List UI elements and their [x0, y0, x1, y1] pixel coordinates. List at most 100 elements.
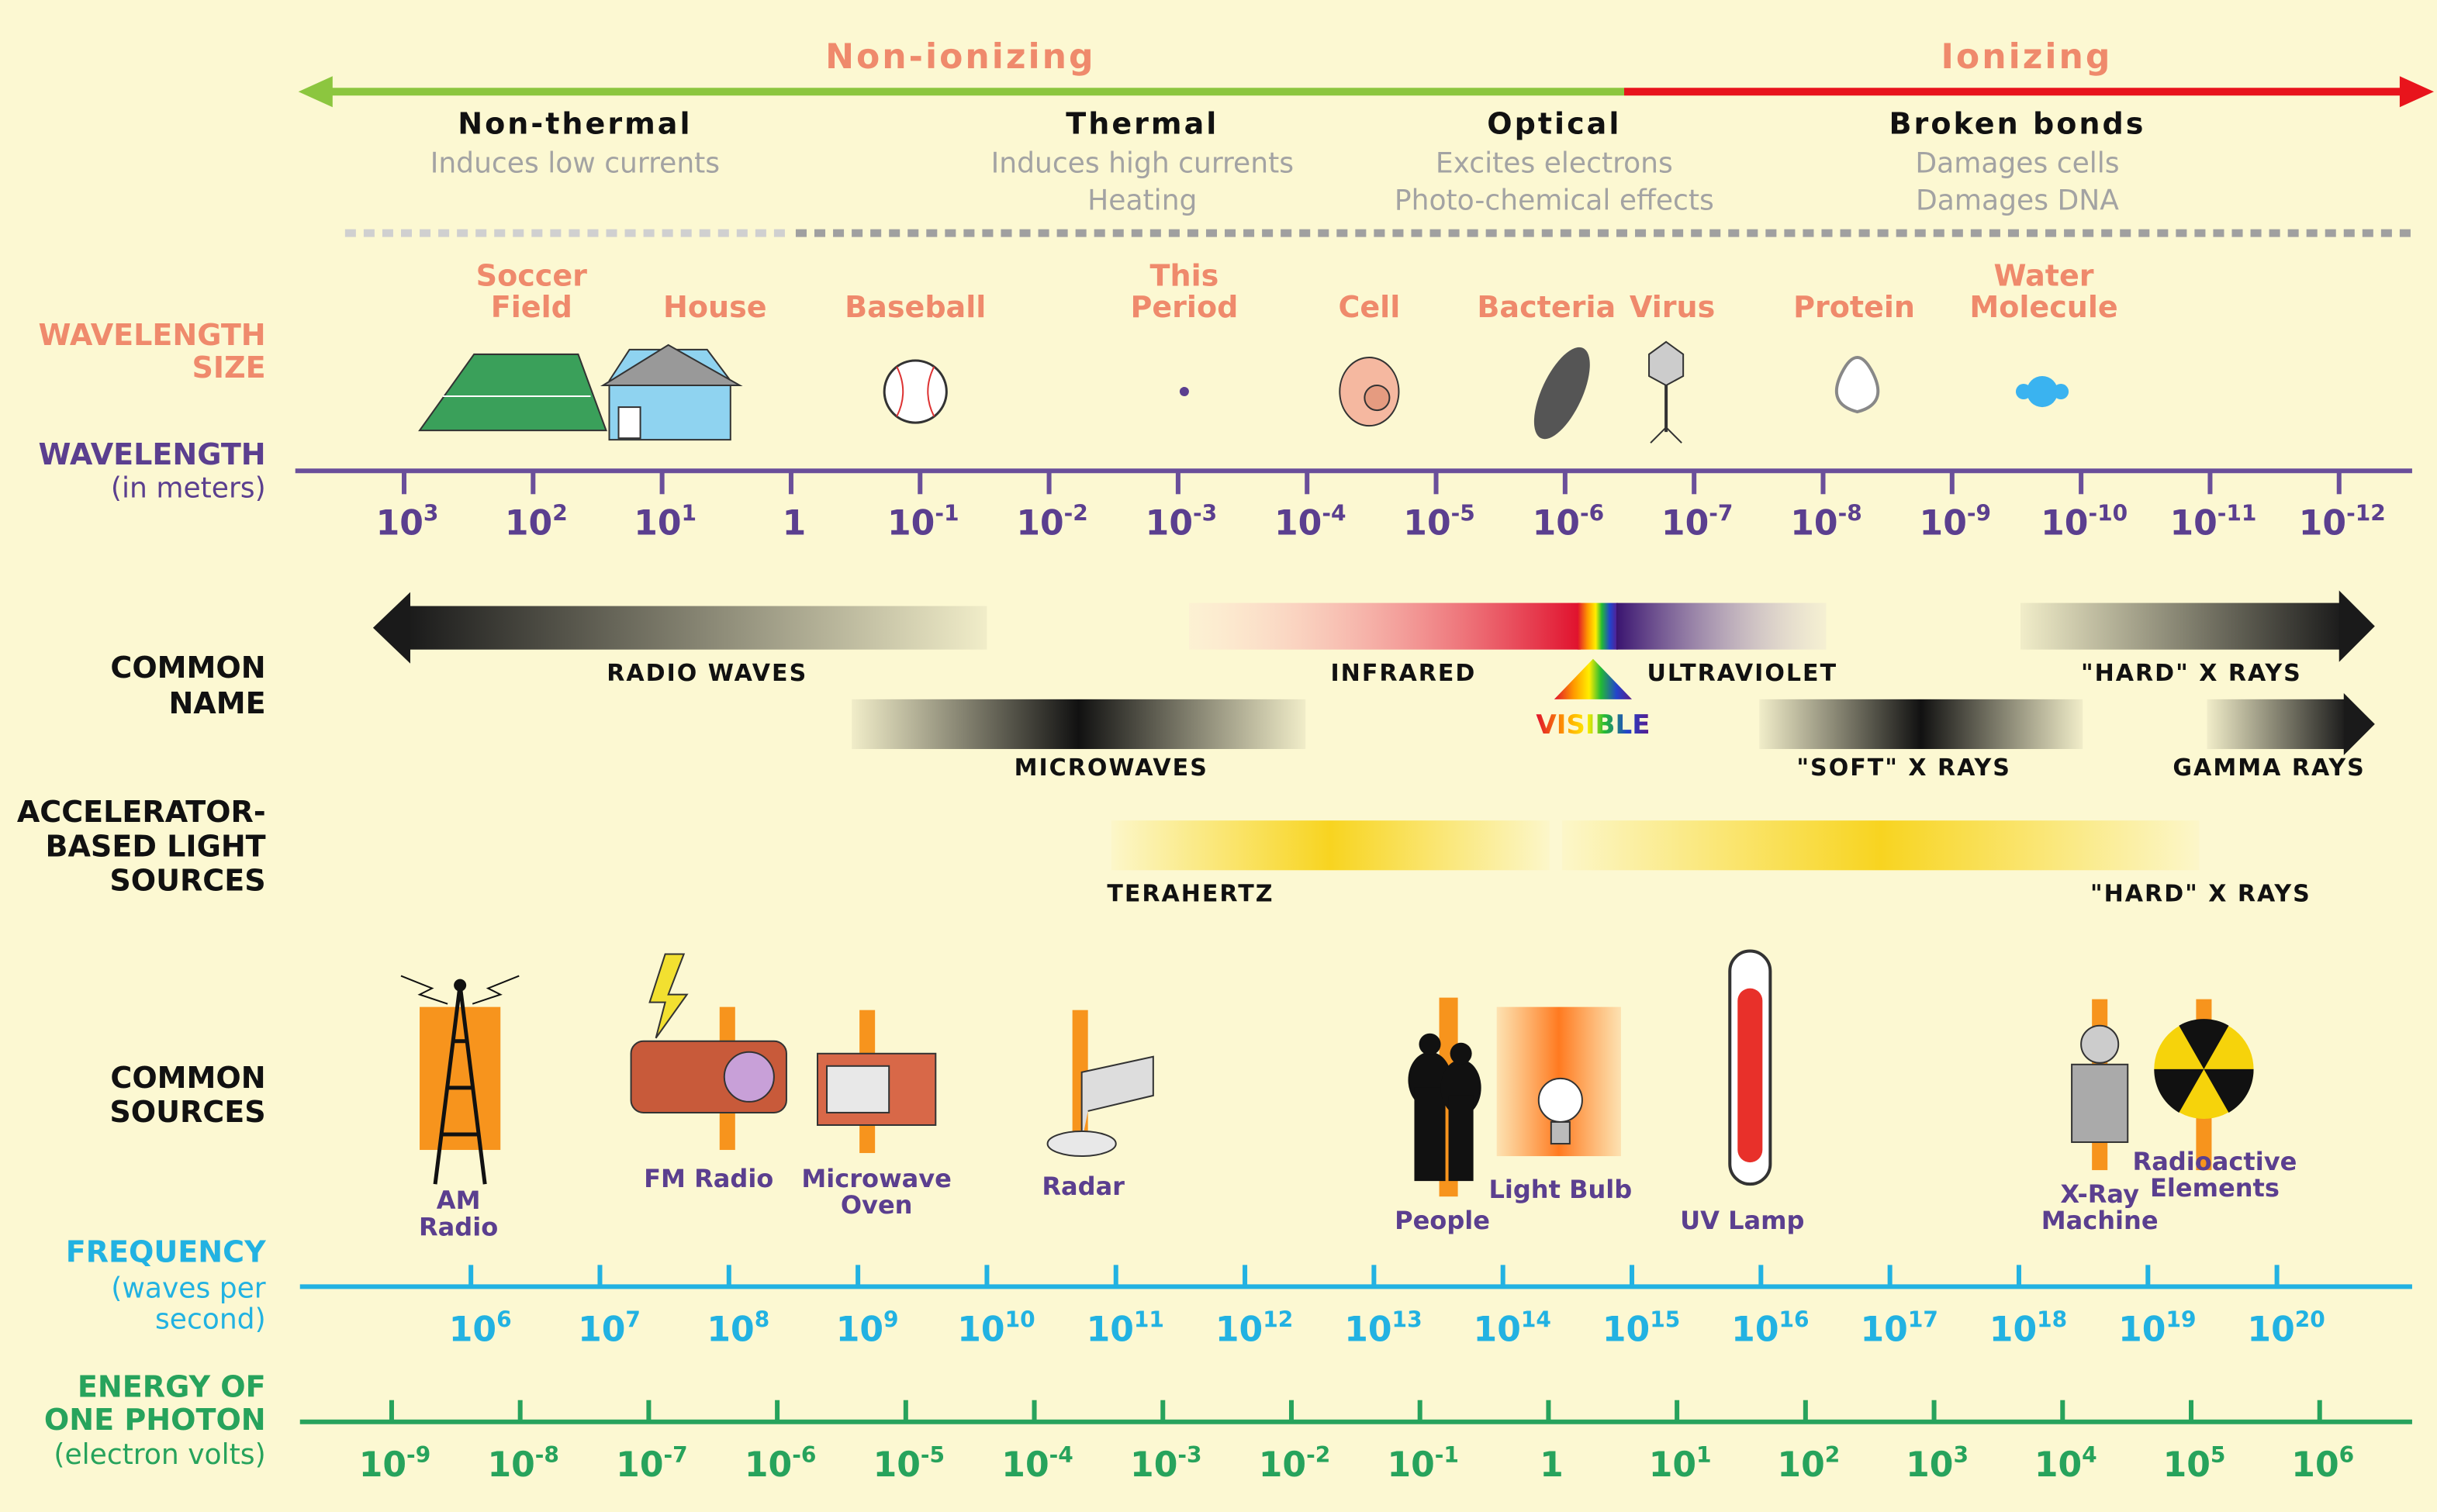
size-icons [2015, 384, 2032, 400]
accelerator-label: "HARD" X RAYS [2090, 880, 2311, 907]
frequency-base: 10 [957, 1310, 1004, 1350]
energy-exponent: 3 [1953, 1442, 1969, 1468]
energy-base: 10 [745, 1445, 792, 1485]
size-icons [600, 343, 743, 387]
frequency-label: 109 [836, 1307, 899, 1350]
wavelength-exponent: 2 [552, 500, 568, 526]
frequency-exponent: 12 [1263, 1307, 1293, 1333]
wavelength-label: 10-6 [1533, 500, 1604, 543]
frequency-label: 1015 [1602, 1307, 1680, 1350]
energy-exponent: -6 [792, 1442, 816, 1468]
size-icons [418, 340, 2069, 444]
source-label: Microwave [801, 1164, 952, 1193]
size-icons [1650, 426, 1682, 444]
wavelength-label: 10-5 [1403, 500, 1474, 543]
energy-base: 10 [359, 1445, 406, 1485]
row-label: WAVELENGTH [39, 437, 266, 471]
energy-exponent: -9 [406, 1442, 430, 1468]
wavelength-base: 10 [2041, 503, 2088, 543]
row-label: SIZE [192, 350, 265, 385]
row-label: COMMON [110, 651, 265, 685]
wavelength-label: 1 [783, 503, 807, 543]
frequency-exponent: 18 [2037, 1307, 2067, 1333]
row-label: COMMON [110, 1061, 265, 1095]
ionization-left: Non-ionizing [825, 37, 1095, 77]
size-label: Cell [1338, 290, 1400, 324]
wavelength-label: 10-4 [1274, 500, 1346, 543]
ionization-right: Ionizing [1941, 37, 2113, 77]
frequency-label: 1013 [1344, 1307, 1422, 1350]
ionization-arrow [2399, 76, 2434, 108]
source-icons [454, 979, 467, 992]
frequency-label: 1017 [1860, 1307, 1938, 1350]
energy-exponent: -7 [663, 1442, 687, 1468]
spectrum-bands [372, 590, 2375, 871]
spectrum-bands [2338, 590, 2375, 662]
effect-title: Optical [1487, 106, 1621, 140]
wavelength-label: 101 [634, 500, 697, 543]
wavelength-exponent: -5 [1451, 500, 1475, 526]
labels: Non-thermal Induces low currents Thermal In… [17, 106, 2386, 1485]
spectrum-bands [2207, 699, 2347, 749]
row-unit: (electron volts) [54, 1438, 265, 1471]
source-label: People [1395, 1206, 1490, 1235]
frequency-exponent: 19 [2166, 1307, 2196, 1333]
size-label: Baseball [845, 290, 986, 324]
effect-note: Damages cells [1915, 147, 2119, 179]
effect-title: Broken bonds [1889, 106, 2146, 140]
energy-label: 10-7 [616, 1442, 687, 1485]
wavelength-base: 10 [1016, 503, 1063, 543]
energy-exponent: -2 [1306, 1442, 1330, 1468]
frequency-exponent: 15 [1650, 1307, 1680, 1333]
frequency-base: 10 [1989, 1310, 2037, 1350]
wavelength-exponent: -7 [1709, 500, 1733, 526]
spectrum-bands [2020, 602, 2344, 650]
size-icons [1533, 347, 1590, 440]
wavelength-exponent: -9 [1967, 500, 1991, 526]
frequency-base: 10 [707, 1310, 754, 1350]
frequency-exponent: 14 [1521, 1307, 1551, 1333]
frequency-base: 10 [1731, 1310, 1778, 1350]
energy-label: 101 [1649, 1442, 1712, 1485]
spectrum-bands [1554, 658, 1633, 699]
source-label: UV Lamp [1680, 1206, 1804, 1235]
wavelength-base: 10 [1533, 503, 1580, 543]
size-icons [896, 366, 935, 417]
source-label: Machine [2041, 1206, 2159, 1235]
source-label: X-Ray [2060, 1179, 2139, 1209]
energy-base: 10 [1906, 1445, 1953, 1485]
wavelength-exponent: -12 [2346, 500, 2386, 526]
row-label: ACCELERATOR- [17, 795, 266, 829]
wavelength-base: 10 [1274, 503, 1322, 543]
band-label: MICROWAVES [1015, 754, 1208, 782]
wavelength-exponent: 1 [682, 500, 697, 526]
size-label: Virus [1630, 290, 1715, 324]
energy-exponent: 4 [2082, 1442, 2097, 1468]
source-label: FM Radio [644, 1164, 773, 1193]
frequency-base: 10 [1087, 1310, 1134, 1350]
source-label: Oven [841, 1190, 913, 1220]
frequency-label: 107 [578, 1307, 641, 1350]
band-label: "HARD" X RAYS [2081, 660, 2302, 687]
frequency-exponent: 7 [625, 1307, 641, 1333]
size-label: House [663, 290, 767, 324]
frequency-exponent: 16 [1779, 1307, 1810, 1333]
effect-note: Excites electrons [1436, 147, 1673, 179]
wavelength-label: 10-9 [1920, 500, 1991, 543]
energy-label: 10-2 [1259, 1442, 1330, 1485]
effect-note: Photo-chemical effects [1395, 185, 1714, 217]
frequency-label: 1018 [1989, 1307, 2067, 1350]
energy-label: 10-1 [1387, 1442, 1458, 1485]
size-icons [1364, 385, 1391, 412]
row-label: BASED LIGHT [45, 829, 265, 863]
source-icons [1450, 1042, 1472, 1065]
wavelength-label: 10-10 [2041, 500, 2128, 543]
size-icons [1834, 356, 1880, 414]
energy-exponent: 6 [2339, 1442, 2355, 1468]
spectrum-bands [407, 606, 987, 650]
frequency-label: 1020 [2247, 1307, 2325, 1350]
wavelength-exponent: 3 [423, 500, 439, 526]
wavelength-exponent: -2 [1064, 500, 1088, 526]
